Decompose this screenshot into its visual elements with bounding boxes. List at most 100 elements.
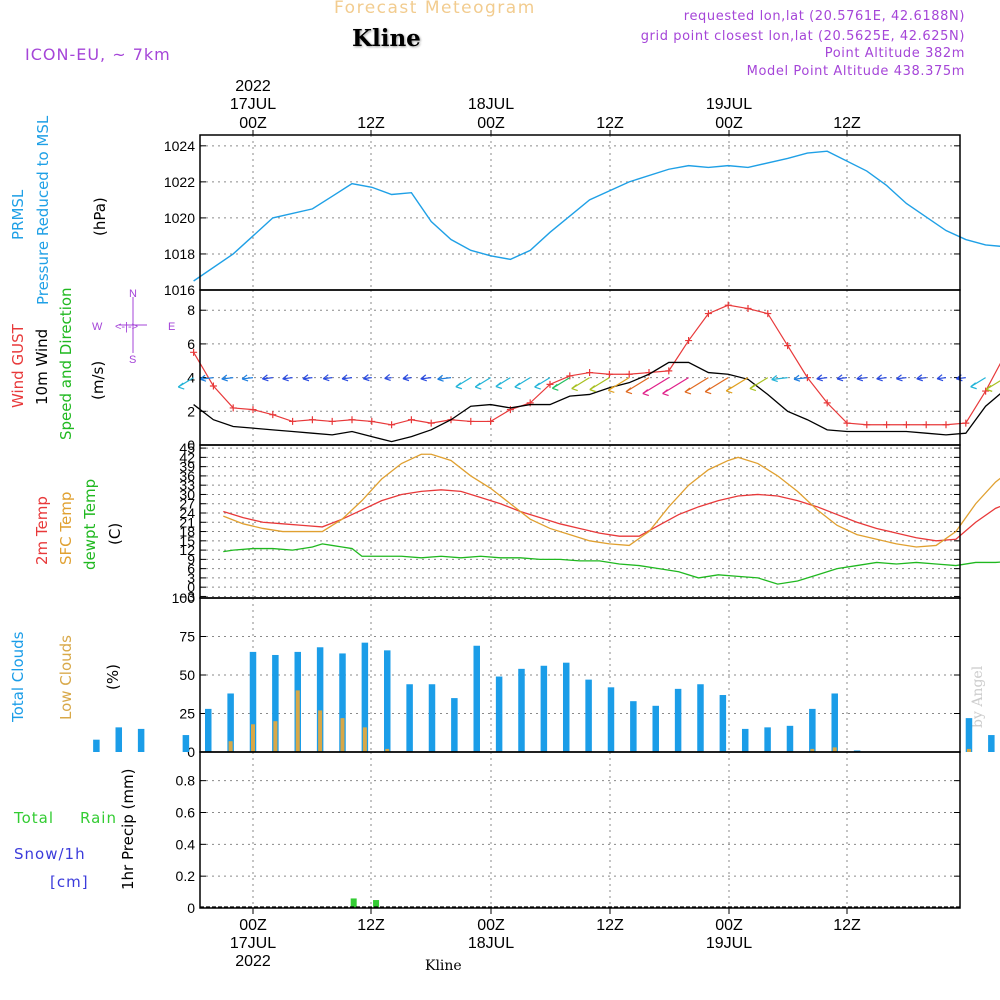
total-clouds-bar <box>272 654 279 752</box>
wind-arrow-head <box>199 374 207 382</box>
gust-marker <box>566 372 574 380</box>
wind-direction-arrow <box>662 377 689 395</box>
total-clouds-bar <box>674 688 682 752</box>
total-clouds-bar <box>988 735 995 752</box>
gust-marker <box>883 421 891 429</box>
top-year-label: 2022 <box>235 78 271 95</box>
wind-arrow-head <box>362 374 370 382</box>
total-clouds-bar <box>137 728 145 752</box>
top-date-label: 17JUL <box>230 96 276 113</box>
y-tick-label: 3 <box>187 570 195 586</box>
gust-marker <box>942 421 950 429</box>
wind-arrow-head <box>322 374 330 382</box>
y-tick-label: 0 <box>187 437 195 453</box>
total-clouds-bar <box>182 735 190 752</box>
wind-arrow-head <box>384 373 391 382</box>
bottom-date-label: 19JUL <box>706 935 752 952</box>
wind-arrow-head <box>684 387 692 395</box>
wind-arrow-head <box>771 375 778 383</box>
total-clouds-bar <box>965 718 973 752</box>
low-clouds-bar <box>273 721 278 752</box>
compass-axis-label: <-|-> <box>115 321 138 333</box>
gust-marker <box>190 348 198 356</box>
bottom-time-label: 12Z <box>357 917 385 934</box>
wind-arrow-head <box>262 374 269 382</box>
gust-marker <box>467 417 475 425</box>
low-clouds-bar <box>228 741 233 752</box>
total-clouds-bar <box>205 708 212 752</box>
wind-direction-arrow <box>837 377 848 380</box>
wind-direction-arrow <box>437 377 452 380</box>
y-tick-label: 30 <box>179 486 195 502</box>
total-clouds-bar <box>115 727 123 752</box>
wind-direction-arrow <box>936 377 947 380</box>
gust-line <box>193 304 1000 426</box>
low-clouds-bar <box>295 690 300 752</box>
wind-direction-arrow <box>342 377 353 380</box>
wind-arrow-head <box>589 385 596 393</box>
low-clouds-bar <box>385 748 390 752</box>
gust-marker <box>427 419 435 427</box>
total-clouds-bar <box>383 650 391 752</box>
gust-marker <box>249 406 257 414</box>
wind-arrow-head <box>402 374 410 382</box>
wind-arrow-head <box>571 384 578 392</box>
total-clouds-bar <box>831 693 838 752</box>
y-tick-label: 39 <box>179 459 195 475</box>
total-clouds-bar <box>473 645 480 752</box>
top-time-label: 00Z <box>239 115 267 132</box>
compass-west-label: W <box>92 321 103 333</box>
total-clouds-bar <box>630 701 637 752</box>
y-tick-label: 6 <box>187 561 195 577</box>
compass-south-label: S <box>129 354 136 366</box>
y-tick-label: 0 <box>187 900 195 916</box>
rain-label: Rain <box>80 809 117 827</box>
gust-marker <box>962 419 970 427</box>
top-time-label: 12Z <box>833 115 861 132</box>
wind-direction-arrow <box>916 377 927 380</box>
wind-arrow-head <box>876 374 883 382</box>
temp2m-line <box>223 489 1000 542</box>
wind-arrow-head <box>936 374 944 382</box>
y-tick-label: 0 <box>187 744 195 760</box>
wind-direction-arrow <box>199 377 214 380</box>
bottom-time-label: 12Z <box>833 917 861 934</box>
total-clouds-bar <box>562 662 570 752</box>
wind-arrow-head <box>437 374 444 382</box>
point-altitude: Point Altitude 382m <box>824 46 965 61</box>
wind-direction-arrow <box>402 377 412 380</box>
gust-marker <box>368 417 376 425</box>
total-clouds-bar <box>249 651 257 752</box>
total-clouds-bar <box>697 684 704 752</box>
wind-arrow-head <box>793 374 801 382</box>
wind-arrow-head <box>495 382 503 390</box>
y-tick-label: 1024 <box>164 138 195 154</box>
bottom-time-label: 12Z <box>596 917 624 934</box>
wind-arrow-head <box>896 374 903 382</box>
total-clouds-bar <box>428 684 436 752</box>
wind-direction-arrow <box>896 377 907 380</box>
wind-arrow-head <box>985 384 993 392</box>
gust-marker <box>586 369 594 377</box>
gust-marker <box>348 416 356 424</box>
grid-point-coords: grid point closest lon,lat (20.5625E, 42… <box>640 29 965 44</box>
gust-marker <box>328 417 336 425</box>
wind-direction-arrow <box>420 377 432 380</box>
y-tick-label: 18 <box>179 524 195 540</box>
total-clouds-bar <box>495 676 503 752</box>
wind-arrow-head <box>642 389 649 397</box>
requested-coords: requested lon,lat (20.5761E, 42.6188N) <box>683 9 965 24</box>
wind-arrow-head <box>662 389 669 397</box>
wind-direction-arrow <box>771 377 788 381</box>
dewpt-line <box>223 543 1000 585</box>
gust-marker <box>605 370 613 378</box>
total-clouds-bar <box>786 725 794 752</box>
wind-direction-arrow <box>876 377 887 380</box>
wind-arrow-head <box>704 387 712 395</box>
y-tick-label: 0 <box>187 579 195 595</box>
y-tick-label: 9 <box>187 551 195 567</box>
y-tick-label: 0.2 <box>176 868 196 884</box>
panel-frame <box>199 751 961 909</box>
wind-arrow-head <box>177 382 185 390</box>
gust-marker <box>487 417 495 425</box>
